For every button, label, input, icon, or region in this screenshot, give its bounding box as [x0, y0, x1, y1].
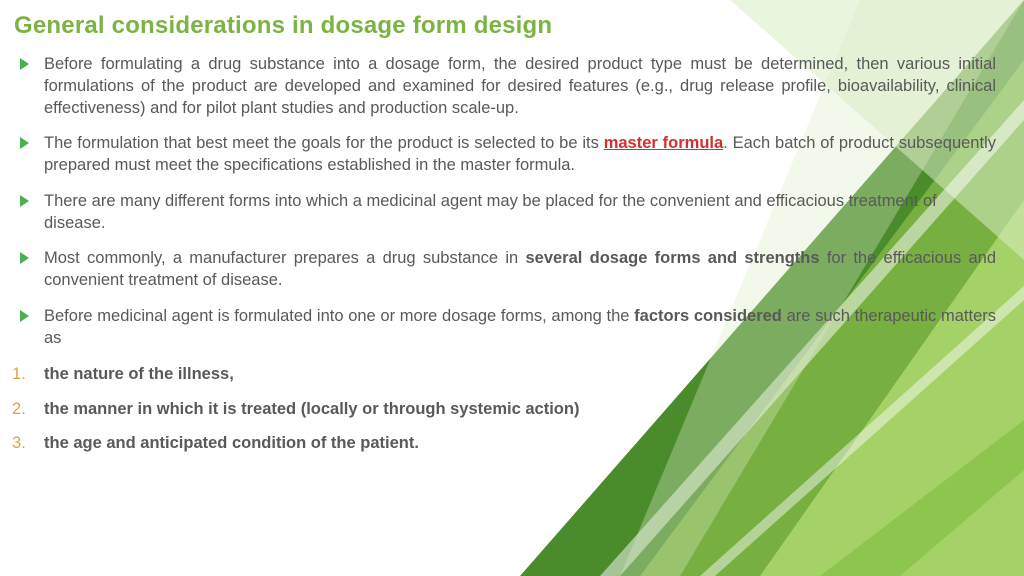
- bullet-item: The formulation that best meet the goals…: [14, 133, 996, 177]
- numbered-item: the nature of the illness,: [14, 363, 996, 385]
- text-segment: Most commonly, a manufacturer prepares a…: [44, 249, 525, 267]
- numbered-item: the age and anticipated condition of the…: [14, 432, 996, 454]
- text-segment: several dosage forms and strengths: [525, 249, 819, 267]
- text-segment: Before medicinal agent is formulated int…: [44, 307, 634, 325]
- text-segment: There are many different forms into whic…: [44, 192, 937, 232]
- bullet-item: Before formulating a drug substance into…: [14, 54, 996, 119]
- bullet-item: There are many different forms into whic…: [14, 191, 996, 235]
- text-segment: factors considered: [634, 307, 782, 325]
- slide-title: General considerations in dosage form de…: [14, 12, 996, 40]
- text-segment: master formula: [604, 134, 723, 152]
- numbered-item: the manner in which it is treated (local…: [14, 398, 996, 420]
- bullet-item: Most commonly, a manufacturer prepares a…: [14, 248, 996, 292]
- slide-content: General considerations in dosage form de…: [0, 0, 1024, 454]
- numbered-list: the nature of the illness, the manner in …: [14, 363, 996, 454]
- bullet-item: Before medicinal agent is formulated int…: [14, 306, 996, 350]
- bullet-list: Before formulating a drug substance into…: [14, 54, 996, 349]
- text-segment: The formulation that best meet the goals…: [44, 134, 604, 152]
- text-segment: Before formulating a drug substance into…: [44, 55, 996, 117]
